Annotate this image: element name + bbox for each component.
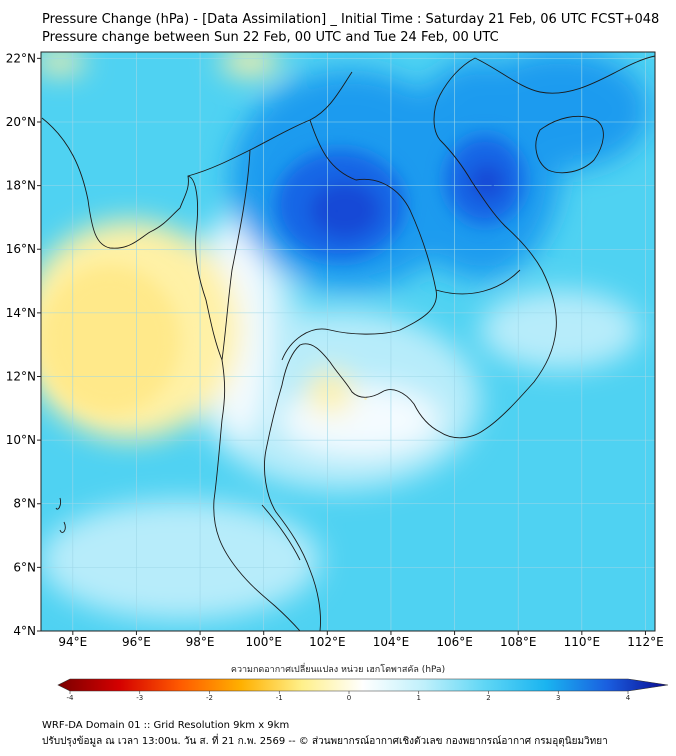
- blue-core-shade: [310, 182, 380, 238]
- lat-tick-label: 4°N: [13, 624, 36, 638]
- model-info: WRF-DA Domain 01 :: Grid Resolution 9km …: [42, 720, 290, 731]
- coastline-south-china: [474, 55, 655, 94]
- lon-tick-label: 108°E: [500, 635, 537, 649]
- chart-title: Pressure Change (hPa) - [Data Assimilati…: [42, 12, 660, 27]
- coastline-west: [41, 117, 301, 631]
- white-shade: [280, 385, 440, 455]
- lat-tick-label: 22°N: [6, 51, 36, 65]
- latitude-axis: 22°N 20°N 18°N 16°N 14°N 12°N 10°N 8°N 6°N 4°N: [6, 51, 41, 638]
- update-credit: ปรับปรุงข้อมูล ณ เวลา 13:00น. วัน ส. ที่…: [42, 736, 608, 747]
- lon-tick-label: 102°E: [309, 635, 346, 649]
- light-shade: [41, 500, 320, 620]
- map-frame: [40, 51, 656, 632]
- colorbar-tick-label: 4: [626, 694, 631, 702]
- lat-tick-label: 14°N: [6, 306, 36, 320]
- lat-tick-label: 6°N: [13, 560, 36, 574]
- pressure-change-map: 94°E 96°E 98°E 100°E 102°E 104°E 106°E 108°E 110…: [6, 51, 664, 649]
- yellow-shade: [220, 52, 280, 76]
- blue-core-shade: [469, 164, 505, 200]
- positive-anomaly-center: [364, 397, 367, 400]
- graticule: [41, 52, 655, 631]
- colorbar: -4 -3 -2 -1 0 1 2 3 4: [57, 678, 669, 702]
- colorbar-bar: [57, 678, 669, 692]
- coastline-andaman: [55, 497, 66, 533]
- colorbar-tick-label: 2: [486, 694, 490, 702]
- map-plot-area: [41, 52, 655, 631]
- lon-tick-label: 110°E: [564, 635, 601, 649]
- negative-anomaly-center: [335, 209, 339, 213]
- lat-tick-label: 10°N: [6, 433, 36, 447]
- lon-tick-label: 96°E: [122, 635, 151, 649]
- yellow-strong-shade: [41, 265, 180, 415]
- chart-subtitle: Pressure change between Sun 22 Feb, 00 U…: [42, 30, 499, 45]
- coastline-hainan: [535, 116, 604, 174]
- colorbar-tick-label: -1: [276, 694, 283, 702]
- colorbar-tick-label: -3: [136, 694, 143, 702]
- lon-tick-label: 94°E: [58, 635, 87, 649]
- colorbar-ticks: -4 -3 -2 -1 0 1 2 3 4: [67, 691, 631, 702]
- lon-tick-label: 106°E: [436, 635, 473, 649]
- lon-tick-label: 98°E: [186, 635, 215, 649]
- anomaly-centers: [112, 184, 494, 400]
- colorbar-tick-label: 0: [347, 694, 351, 702]
- light-shade: [480, 290, 640, 370]
- lat-tick-label: 8°N: [13, 497, 36, 511]
- coastline-east: [264, 57, 557, 631]
- colorbar-label: ความกดอากาศเปลี่ยนแปลง หน่วย เฮกโตพาสคัล…: [230, 665, 446, 675]
- colorbar-tick-label: 1: [417, 694, 421, 702]
- lat-tick-label: 20°N: [6, 115, 36, 129]
- lon-tick-label: 104°E: [373, 635, 410, 649]
- lon-tick-label: 112°E: [627, 635, 664, 649]
- lat-tick-label: 18°N: [6, 179, 36, 193]
- lon-tick-label: 100°E: [245, 635, 282, 649]
- negative-anomaly-center: [491, 184, 494, 187]
- colorbar-tick-label: 3: [556, 694, 560, 702]
- yellow-shade: [308, 370, 352, 414]
- yellow-shade: [41, 52, 85, 74]
- positive-anomaly-center: [112, 333, 116, 337]
- lat-tick-label: 12°N: [6, 369, 36, 383]
- border-lines: [187, 71, 521, 561]
- colorbar-tick-label: -4: [67, 694, 75, 702]
- coastlines: [41, 55, 655, 631]
- lat-tick-label: 16°N: [6, 242, 36, 256]
- longitude-axis: 94°E 96°E 98°E 100°E 102°E 104°E 106°E 108°E 110…: [58, 631, 664, 649]
- colorbar-tick-label: -2: [206, 694, 213, 702]
